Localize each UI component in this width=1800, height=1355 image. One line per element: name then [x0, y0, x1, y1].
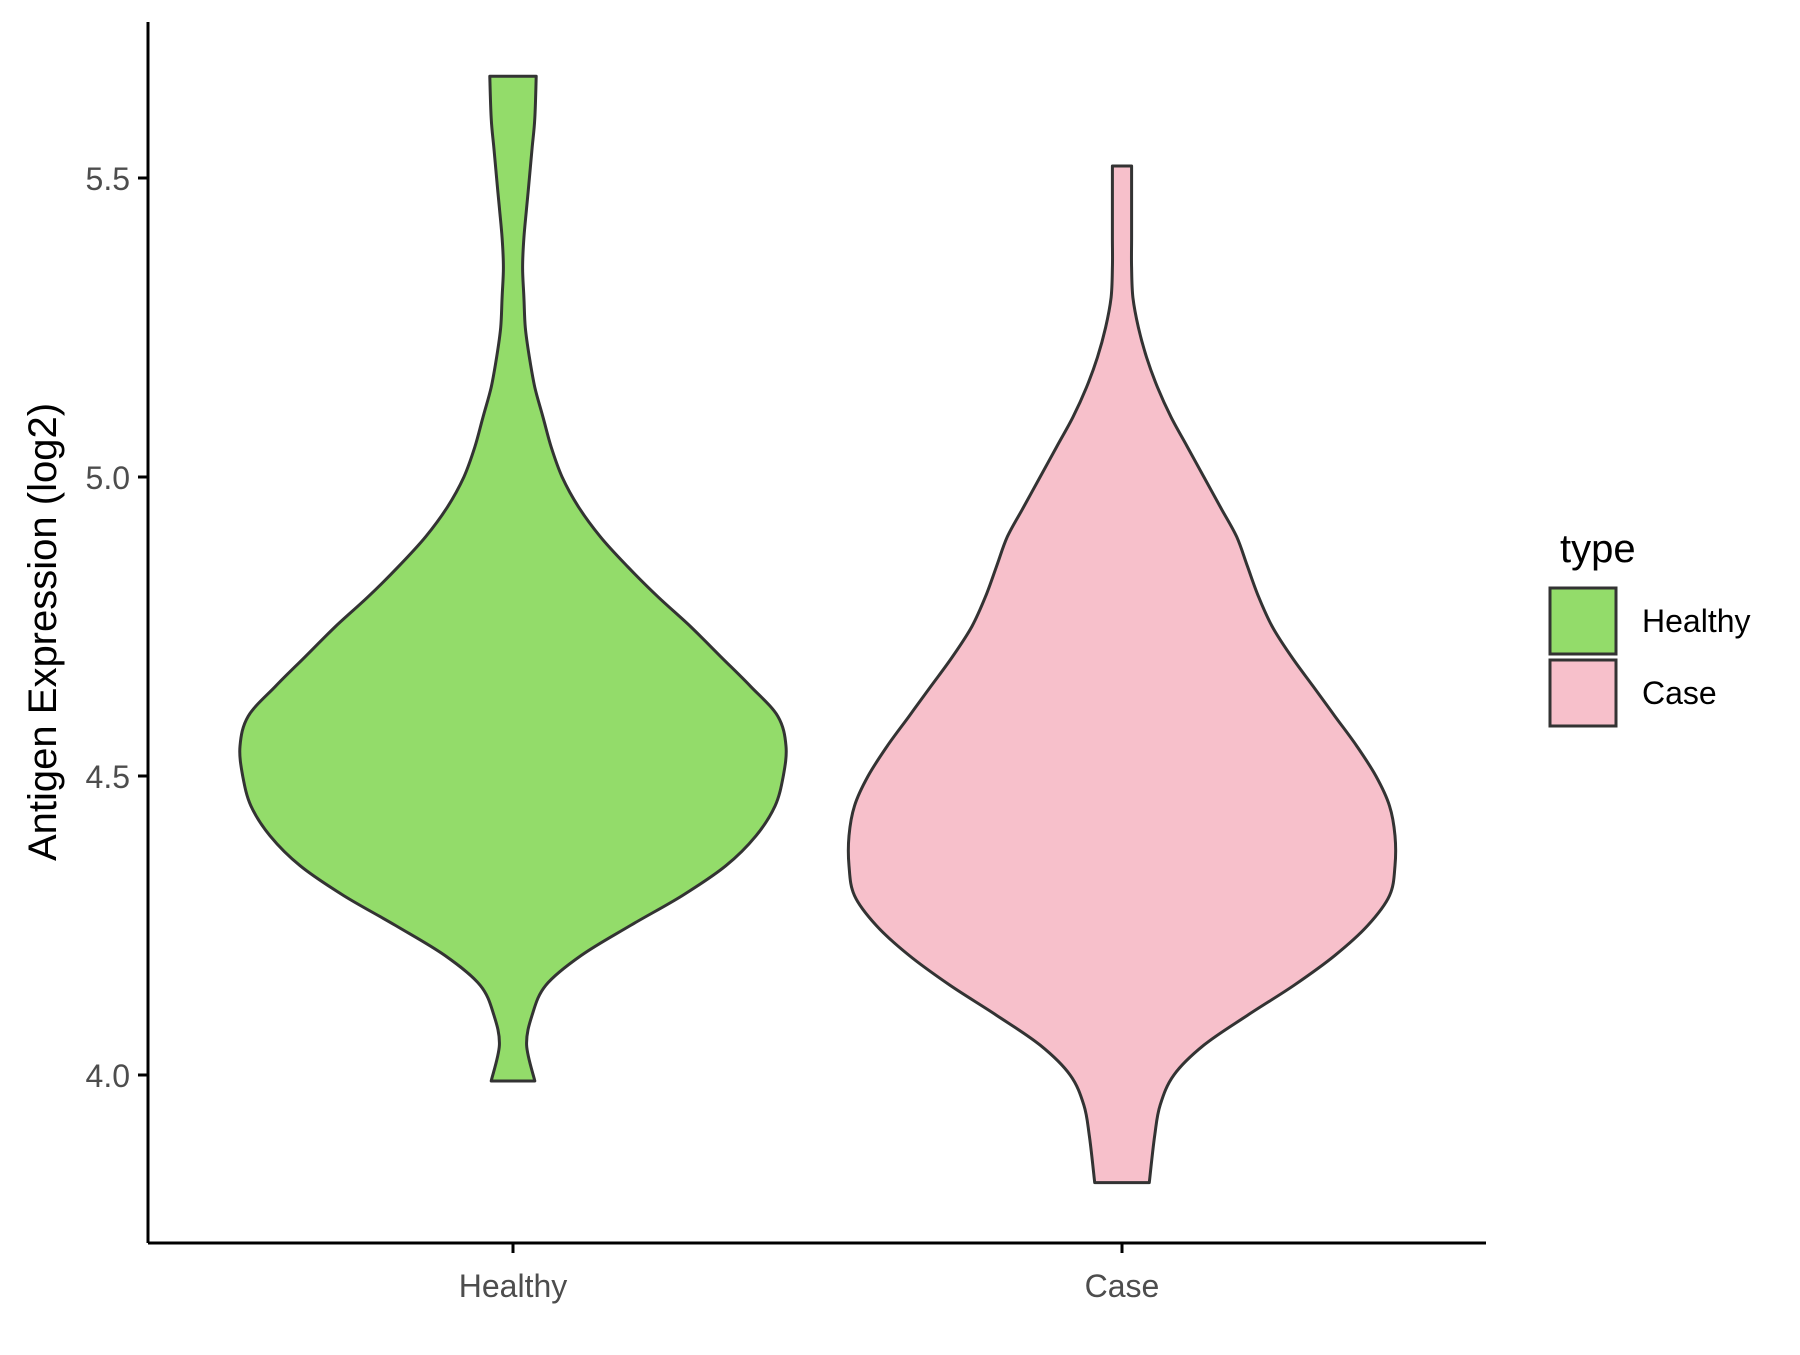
- y-tick-label: 5.5: [86, 161, 130, 197]
- violin-layer: [238, 74, 1398, 1185]
- y-axis-label: Antigen Expression (log2): [21, 403, 65, 861]
- violin-healthy: [238, 74, 788, 1083]
- legend: type Healthy Case: [1548, 527, 1751, 728]
- violin-case: [846, 164, 1398, 1185]
- axes: 4.0 4.5 5.0 5.5 Healthy Case Antigen Express…: [21, 22, 1486, 1304]
- x-tick-label: Case: [1085, 1268, 1160, 1304]
- y-tick-label: 4.5: [86, 759, 130, 795]
- legend-title: type: [1560, 527, 1636, 571]
- y-tick-label: 5.0: [86, 460, 130, 496]
- legend-label-healthy: Healthy: [1642, 603, 1751, 639]
- y-ticks: 4.0 4.5 5.0 5.5: [86, 161, 148, 1094]
- legend-label-case: Case: [1642, 675, 1717, 711]
- legend-swatch-healthy: [1548, 586, 1618, 656]
- legend-items: Healthy Case: [1548, 586, 1751, 728]
- x-ticks: Healthy Case: [459, 1243, 1160, 1304]
- y-tick-label: 4.0: [86, 1058, 130, 1094]
- legend-swatch-case: [1548, 658, 1618, 728]
- x-tick-label: Healthy: [459, 1268, 568, 1304]
